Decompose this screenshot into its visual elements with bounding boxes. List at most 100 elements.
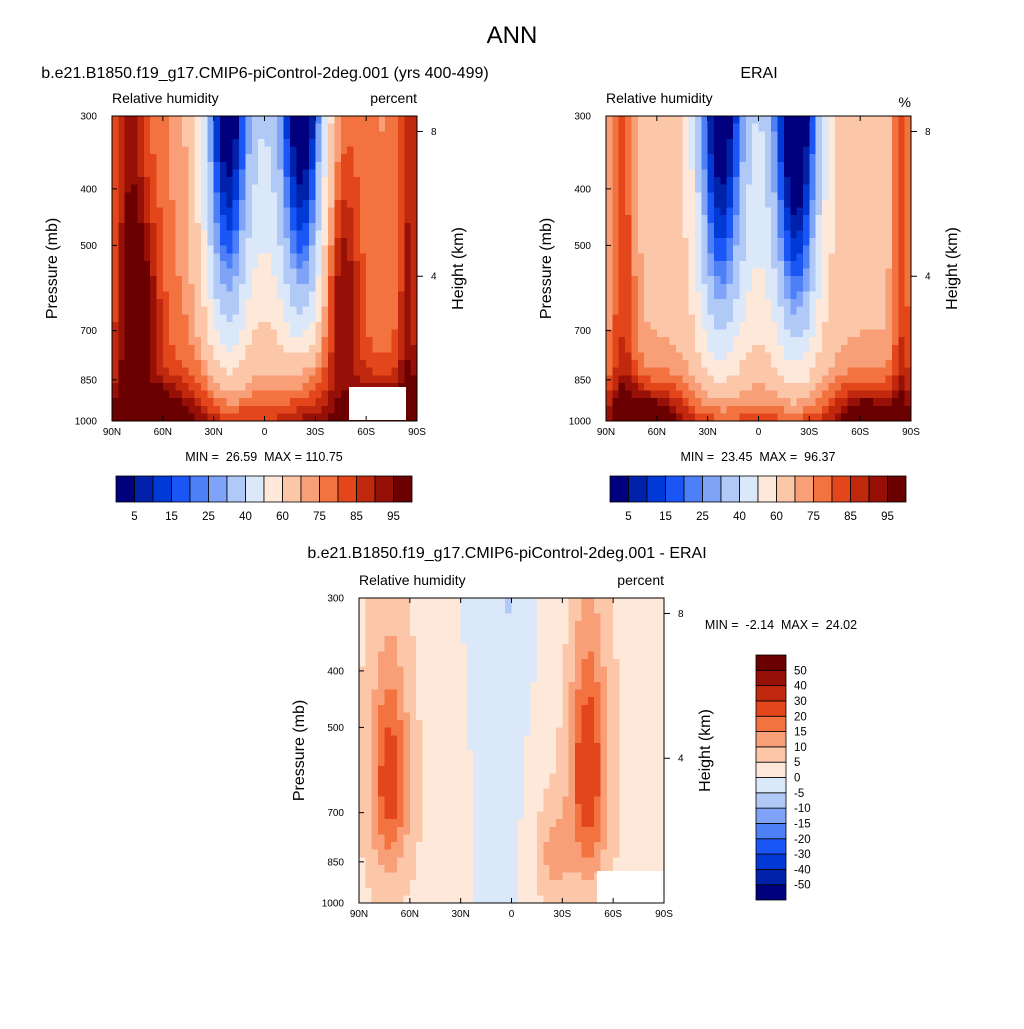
field-cell bbox=[341, 208, 348, 216]
field-cell bbox=[258, 185, 265, 193]
field-cell bbox=[835, 192, 842, 200]
field-cell bbox=[379, 215, 386, 223]
field-cell bbox=[518, 667, 525, 675]
field-cell bbox=[822, 124, 829, 132]
field-cell bbox=[429, 629, 436, 637]
field-cell bbox=[575, 629, 582, 637]
field-cell bbox=[499, 751, 506, 759]
field-cell bbox=[169, 169, 176, 177]
field-cell bbox=[150, 177, 157, 185]
field-cell bbox=[442, 606, 449, 614]
field-cell bbox=[524, 598, 531, 606]
field-cell bbox=[442, 690, 449, 698]
field-cell bbox=[404, 223, 411, 231]
field-cell bbox=[676, 276, 683, 284]
field-cell bbox=[537, 682, 544, 690]
field-cell bbox=[720, 215, 727, 223]
field-cell bbox=[828, 398, 835, 406]
field-cell bbox=[733, 139, 740, 147]
field-cell bbox=[150, 215, 157, 223]
field-cell bbox=[176, 391, 183, 399]
field-cell bbox=[290, 398, 297, 406]
field-cell bbox=[632, 690, 639, 698]
field-cell bbox=[233, 192, 240, 200]
field-cell bbox=[360, 246, 367, 254]
field-cell bbox=[322, 330, 329, 338]
field-cell bbox=[650, 299, 657, 307]
field-cell bbox=[778, 345, 785, 353]
field-cell bbox=[284, 169, 291, 177]
field-cell bbox=[144, 337, 151, 345]
field-cell bbox=[816, 208, 823, 216]
field-cell bbox=[600, 667, 607, 675]
field-cell bbox=[594, 644, 601, 652]
field-cell bbox=[385, 261, 392, 269]
field-cell bbox=[613, 705, 620, 713]
field-cell bbox=[867, 200, 874, 208]
field-cell bbox=[828, 147, 835, 155]
field-cell bbox=[822, 398, 829, 406]
field-cell bbox=[727, 391, 734, 399]
field-cell bbox=[112, 116, 119, 124]
field-cell bbox=[771, 276, 778, 284]
subtitle-right: percent bbox=[370, 90, 417, 106]
field-cell bbox=[118, 261, 125, 269]
field-cell bbox=[720, 230, 727, 238]
field-cell bbox=[284, 246, 291, 254]
field-cell bbox=[733, 299, 740, 307]
field-cell bbox=[214, 154, 221, 162]
field-cell bbox=[372, 659, 379, 667]
field-cell bbox=[118, 383, 125, 391]
field-cell bbox=[708, 261, 715, 269]
field-cell bbox=[328, 124, 335, 132]
field-cell bbox=[373, 375, 380, 383]
field-cell bbox=[575, 690, 582, 698]
field-cell bbox=[271, 223, 278, 231]
field-cell bbox=[835, 352, 842, 360]
field-cell bbox=[398, 215, 405, 223]
field-cell bbox=[341, 368, 348, 376]
field-cell bbox=[650, 368, 657, 376]
field-cell bbox=[360, 208, 367, 216]
field-cell bbox=[644, 131, 651, 139]
field-cell bbox=[612, 246, 619, 254]
field-cell bbox=[353, 230, 360, 238]
field-cell bbox=[847, 246, 854, 254]
field-cell bbox=[720, 269, 727, 277]
field-cell bbox=[366, 230, 373, 238]
field-cell bbox=[644, 345, 651, 353]
field-cell bbox=[752, 375, 759, 383]
field-cell bbox=[271, 307, 278, 315]
field-cell bbox=[524, 621, 531, 629]
field-cell bbox=[315, 413, 322, 421]
field-cell bbox=[575, 644, 582, 652]
field-cell bbox=[879, 116, 886, 124]
field-cell bbox=[898, 352, 905, 360]
field-cell bbox=[397, 598, 404, 606]
field-cell bbox=[619, 200, 626, 208]
field-cell bbox=[607, 720, 614, 728]
field-cell bbox=[809, 406, 816, 414]
field-cell bbox=[650, 291, 657, 299]
field-cell bbox=[315, 116, 322, 124]
field-cell bbox=[898, 192, 905, 200]
field-cell bbox=[759, 200, 766, 208]
field-cell bbox=[803, 223, 810, 231]
field-cell bbox=[112, 391, 119, 399]
field-cell bbox=[322, 337, 329, 345]
field-cell bbox=[410, 705, 417, 713]
field-cell bbox=[403, 751, 410, 759]
field-cell bbox=[328, 375, 335, 383]
field-cell bbox=[315, 261, 322, 269]
field-cell bbox=[797, 269, 804, 277]
field-cell bbox=[537, 667, 544, 675]
field-cell bbox=[258, 192, 265, 200]
field-cell bbox=[347, 139, 354, 147]
field-cell bbox=[131, 215, 138, 223]
field-cell bbox=[841, 391, 848, 399]
field-cell bbox=[118, 345, 125, 353]
field-cell bbox=[892, 223, 899, 231]
field-cell bbox=[226, 147, 233, 155]
field-cell bbox=[708, 223, 715, 231]
field-cell bbox=[492, 735, 499, 743]
